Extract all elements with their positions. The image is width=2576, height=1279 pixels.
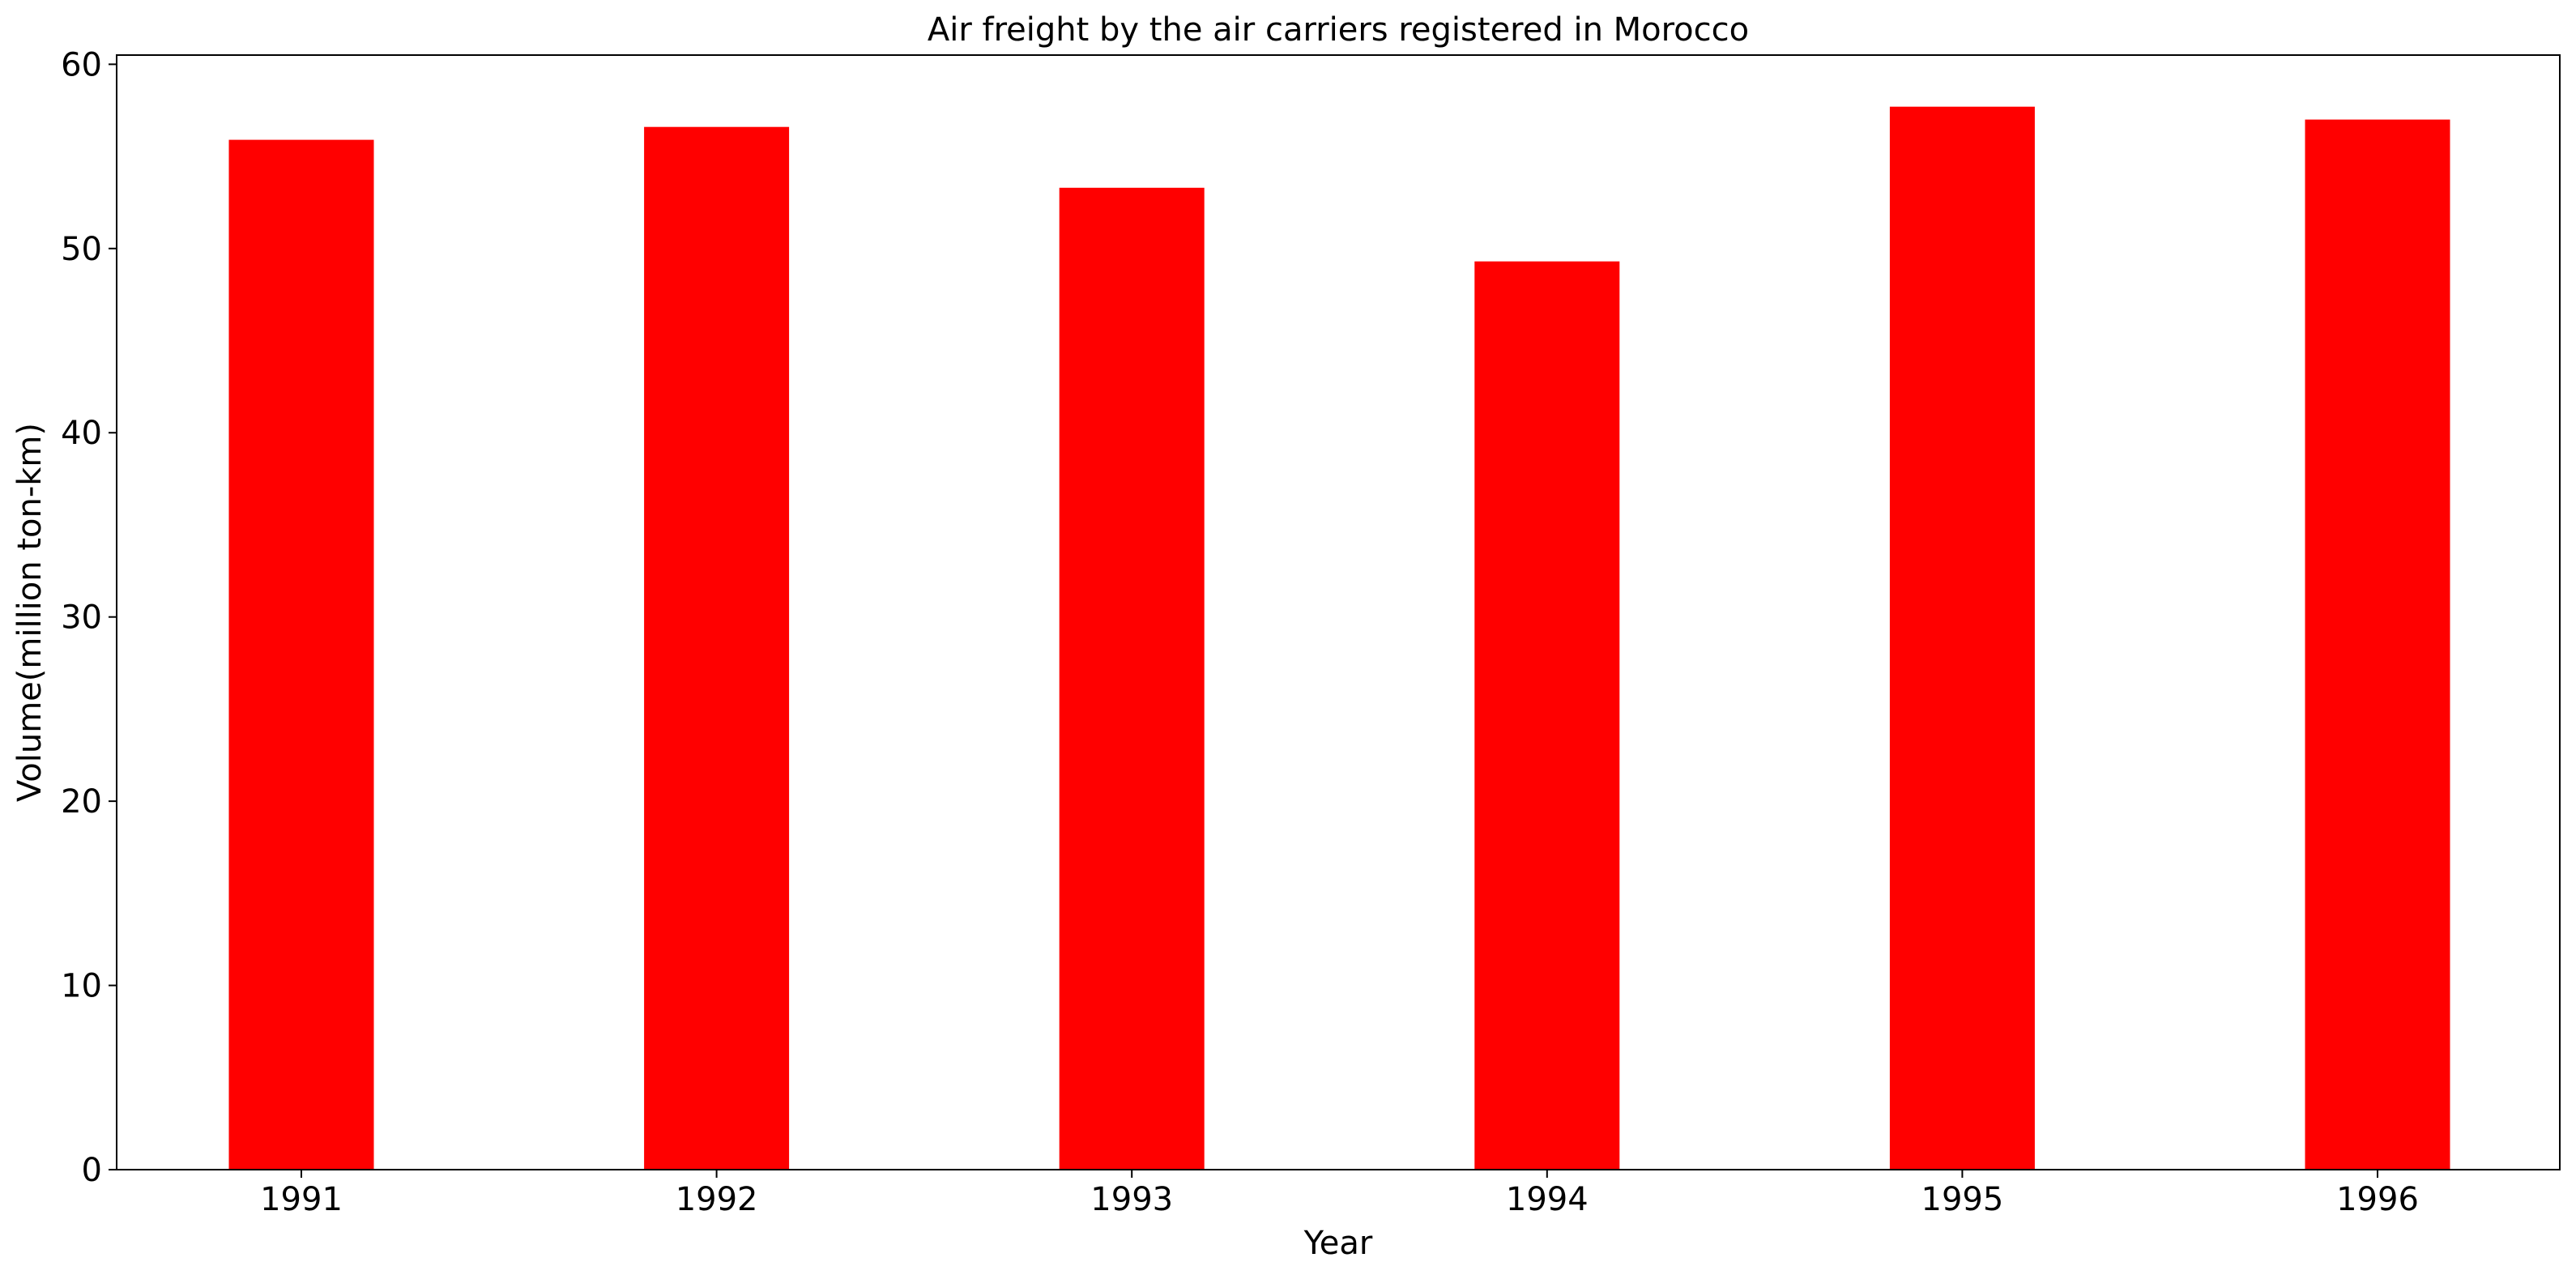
bars xyxy=(228,106,2450,1170)
bar-1992 xyxy=(644,126,790,1170)
y-tick-label-0: 0 xyxy=(82,1152,102,1189)
bar-1996 xyxy=(2305,119,2450,1170)
y-tick-label-30: 30 xyxy=(61,599,102,637)
x-tick-label-1992: 1992 xyxy=(676,1181,758,1218)
x-tick-label-1996: 1996 xyxy=(2336,1181,2419,1218)
x-tick-label-1991: 1991 xyxy=(260,1181,343,1218)
y-axis: 0 10 20 30 40 50 60 xyxy=(61,46,117,1189)
bar-1995 xyxy=(1889,106,2035,1170)
x-tick-label-1994: 1994 xyxy=(1506,1181,1589,1218)
y-axis-title: Volume(million ton-km) xyxy=(11,423,49,802)
x-axis-title: Year xyxy=(1303,1225,1373,1262)
y-tick-label-20: 20 xyxy=(61,783,102,821)
y-tick-label-40: 40 xyxy=(61,415,102,452)
x-tick-label-1995: 1995 xyxy=(1921,1181,2004,1218)
y-tick-label-10: 10 xyxy=(61,968,102,1005)
chart-title: Air freight by the air carriers register… xyxy=(928,11,1749,49)
bar-1993 xyxy=(1059,187,1205,1170)
bar-1991 xyxy=(228,139,374,1170)
x-axis: 1991 1992 1993 1994 1995 1996 xyxy=(260,1170,2419,1218)
bar-1994 xyxy=(1474,261,1620,1170)
y-tick-label-50: 50 xyxy=(61,231,102,268)
x-tick-label-1993: 1993 xyxy=(1090,1181,1173,1218)
y-tick-label-60: 60 xyxy=(61,46,102,83)
plot-frame xyxy=(116,54,2561,1170)
